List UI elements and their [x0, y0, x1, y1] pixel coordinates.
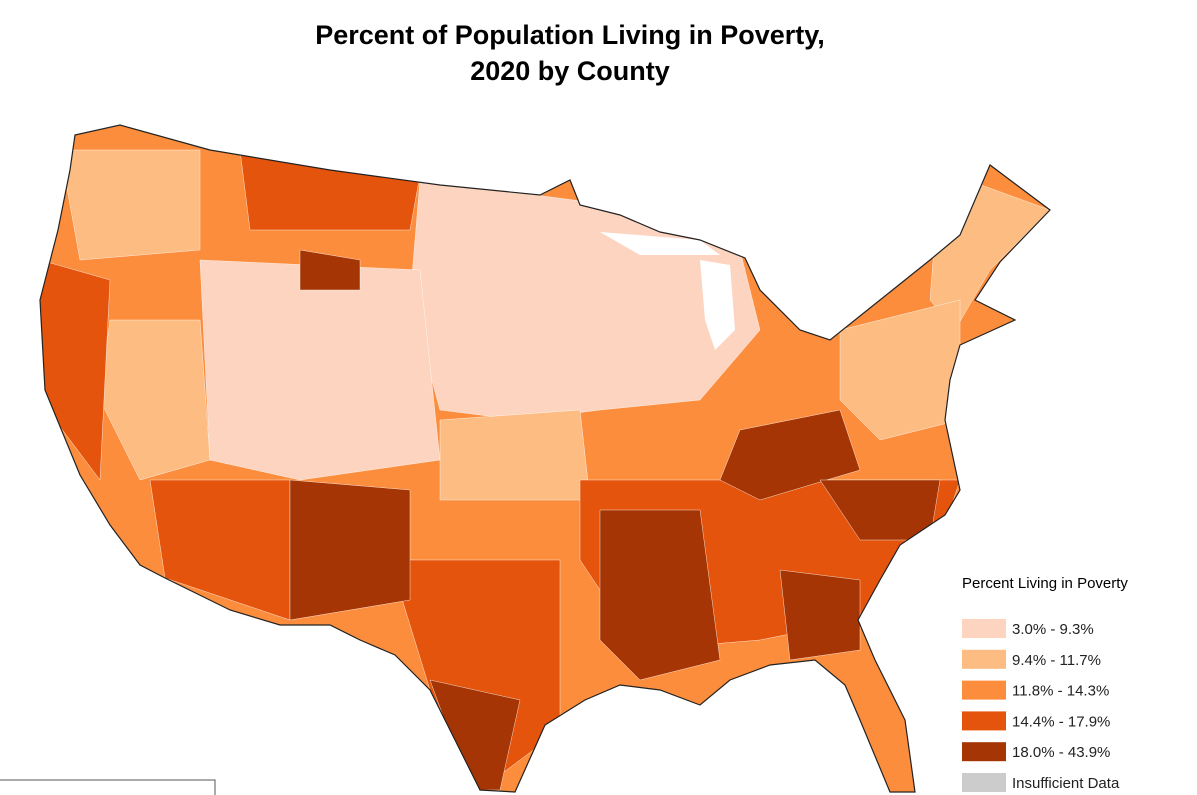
region: [199, 259, 441, 481]
legend-label: 3.0% - 9.3%: [1012, 621, 1094, 638]
region: [599, 509, 721, 681]
legend-label: 14.4% - 17.9%: [1012, 713, 1110, 730]
legend-title: Percent Living in Poverty: [962, 575, 1128, 592]
region: [389, 559, 561, 791]
legend-label: Insufficient Data: [1012, 775, 1120, 792]
region: [719, 409, 861, 501]
legend-swatch: [962, 742, 1006, 762]
legend-label: 9.4% - 11.7%: [1012, 652, 1101, 669]
county-map: [40, 125, 1050, 792]
inset-frame: [0, 779, 216, 795]
region: [839, 299, 961, 441]
legend-swatch: [962, 773, 1006, 792]
legend-swatch: [962, 680, 1006, 700]
region: [289, 479, 411, 621]
legend-swatch: [962, 711, 1006, 731]
legend-label: 18.0% - 43.9%: [1012, 744, 1110, 761]
legend: Percent Living in Poverty 3.0% - 9.3% 9.4…: [962, 575, 1128, 792]
title-line-1: Percent of Population Living in Poverty,: [315, 20, 825, 50]
region: [40, 259, 111, 481]
region: [779, 569, 861, 661]
region: [239, 149, 421, 231]
lake: [600, 232, 720, 255]
region: [299, 249, 361, 291]
title-line-2: 2020 by County: [470, 56, 670, 86]
region: [439, 409, 591, 501]
legend-swatch: [962, 649, 1006, 669]
legend-label: 11.8% - 14.3%: [1012, 683, 1109, 700]
legend-swatch: [962, 619, 1006, 638]
region: [59, 149, 201, 261]
lake: [700, 260, 735, 350]
